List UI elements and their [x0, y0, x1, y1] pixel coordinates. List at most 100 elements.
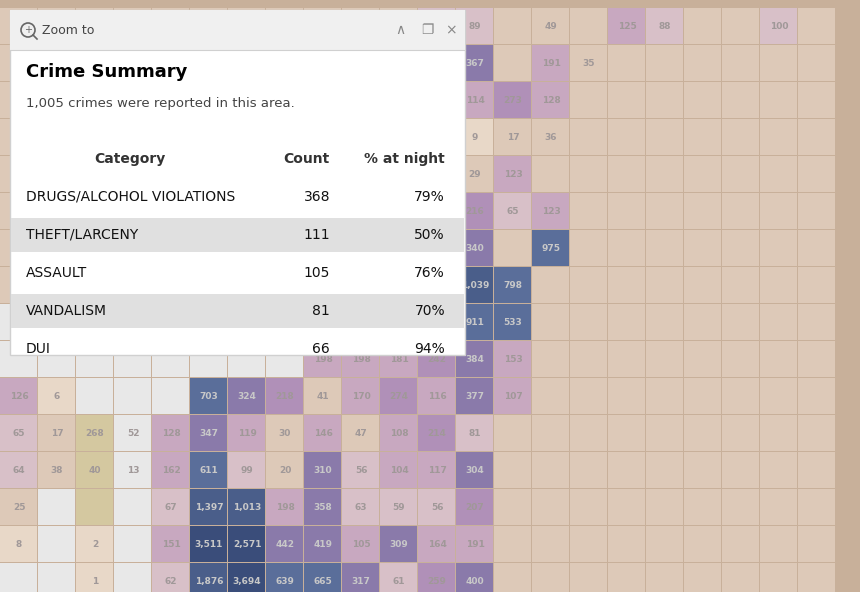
Bar [38, 563, 75, 592]
Bar [342, 304, 379, 340]
Text: 6: 6 [320, 96, 326, 105]
Bar [608, 378, 645, 414]
Bar [684, 82, 721, 118]
Bar [418, 415, 455, 451]
Bar [646, 563, 683, 592]
Text: 126: 126 [9, 392, 28, 401]
Bar [190, 526, 227, 562]
Bar [494, 45, 531, 81]
Bar [0, 526, 37, 562]
Text: 56: 56 [431, 503, 443, 512]
Bar [760, 156, 797, 192]
Bar [190, 230, 227, 266]
Bar [760, 415, 797, 451]
Bar [722, 378, 759, 414]
Bar [114, 267, 151, 303]
Bar [456, 489, 493, 525]
Bar [114, 119, 151, 155]
Bar [494, 82, 531, 118]
Bar [38, 8, 75, 44]
Text: 305: 305 [314, 133, 332, 142]
Bar [456, 378, 493, 414]
Text: 198: 198 [275, 503, 294, 512]
Bar [228, 489, 265, 525]
Bar [266, 45, 303, 81]
Bar [266, 489, 303, 525]
Bar [266, 526, 303, 562]
Bar [380, 563, 417, 592]
Bar [798, 119, 835, 155]
Text: 50%: 50% [415, 228, 445, 242]
Bar [190, 489, 227, 525]
Bar [494, 304, 531, 340]
Bar [418, 193, 455, 229]
Bar [456, 193, 493, 229]
Bar [798, 156, 835, 192]
Bar [38, 45, 75, 81]
Bar [190, 563, 227, 592]
Text: ∧: ∧ [395, 23, 405, 37]
Bar [570, 267, 607, 303]
Text: 128: 128 [542, 96, 561, 105]
Bar [798, 230, 835, 266]
Bar [342, 304, 379, 340]
Bar [0, 8, 37, 44]
Text: 162: 162 [162, 466, 181, 475]
Text: 1,876: 1,876 [194, 577, 224, 586]
Bar [190, 8, 227, 44]
Bar [266, 230, 303, 266]
Bar [608, 341, 645, 377]
Bar [684, 415, 721, 451]
Bar [266, 452, 303, 488]
Bar [684, 156, 721, 192]
Bar [494, 230, 531, 266]
Bar [608, 8, 645, 44]
Text: DUI: DUI [26, 342, 51, 356]
Bar [798, 193, 835, 229]
Text: 35: 35 [583, 59, 595, 68]
Bar [342, 267, 379, 303]
Bar [646, 267, 683, 303]
Bar [760, 452, 797, 488]
Bar [646, 156, 683, 192]
Bar [266, 8, 303, 44]
Bar [114, 452, 151, 488]
Text: +: + [24, 25, 32, 35]
Bar [456, 8, 493, 44]
Bar [114, 230, 151, 266]
Bar [114, 193, 151, 229]
Bar [418, 341, 455, 377]
Bar [76, 489, 113, 525]
Text: 20: 20 [316, 59, 329, 68]
Bar [646, 119, 683, 155]
Bar [152, 341, 189, 377]
Bar [342, 193, 379, 229]
Bar [0, 563, 37, 592]
Bar [10, 10, 465, 50]
Text: 153: 153 [504, 355, 522, 364]
Text: 29: 29 [469, 170, 482, 179]
Text: 415: 415 [427, 244, 446, 253]
Text: 81: 81 [469, 429, 482, 438]
Text: 6: 6 [54, 392, 60, 401]
Bar [532, 526, 569, 562]
Bar [152, 378, 189, 414]
Bar [76, 156, 113, 192]
Bar [418, 156, 455, 192]
Bar [684, 45, 721, 81]
Bar [76, 378, 113, 414]
Bar [38, 378, 75, 414]
Text: ×: × [445, 23, 457, 37]
Bar [646, 193, 683, 229]
Bar [266, 119, 303, 155]
Text: 67: 67 [164, 503, 177, 512]
Text: 65: 65 [507, 207, 519, 216]
Bar [646, 304, 683, 340]
Bar [722, 415, 759, 451]
Bar [152, 119, 189, 155]
Bar [570, 489, 607, 525]
Bar [228, 230, 265, 266]
Bar [342, 526, 379, 562]
Bar [494, 489, 531, 525]
Text: 36: 36 [393, 96, 405, 105]
